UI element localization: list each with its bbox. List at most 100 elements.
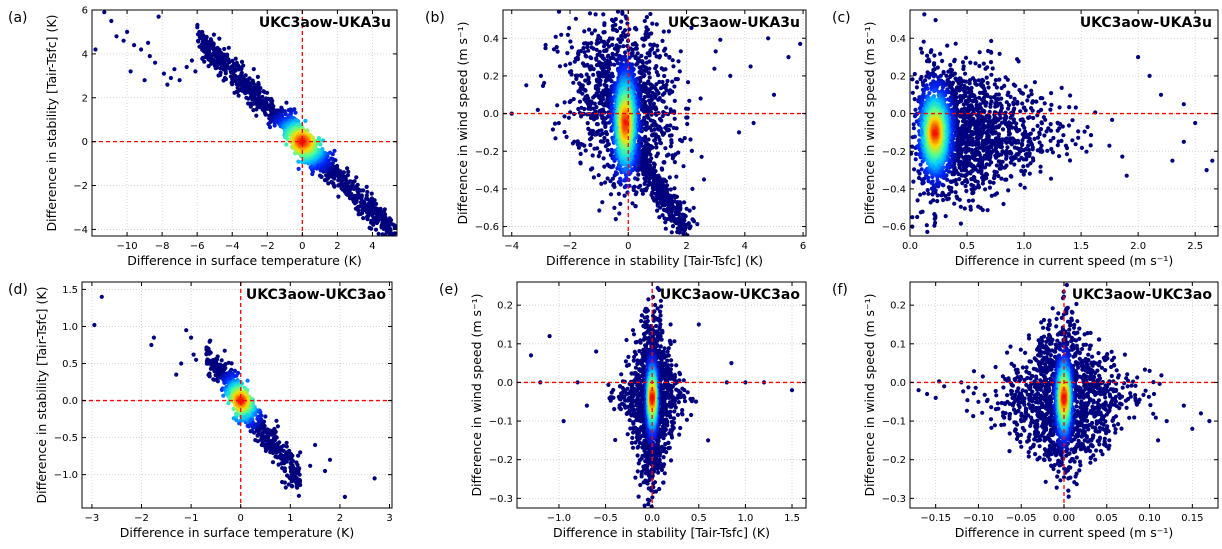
scatter-point [682, 136, 687, 141]
x-tick-label: −8 [155, 241, 170, 252]
scatter-point [326, 181, 331, 186]
scatter-point [354, 199, 359, 204]
scatter-point [198, 35, 203, 41]
y-tick-label: 6 [82, 6, 88, 17]
scatter-point [373, 227, 379, 232]
scatter-point [677, 220, 682, 225]
y-tick-label: 4 [82, 49, 88, 60]
scatter-point [685, 115, 690, 120]
x-tick-label: −2 [260, 241, 275, 252]
scatter-point [611, 52, 616, 57]
scatter-point [684, 206, 689, 211]
scatter-point [674, 174, 679, 179]
scatter-point [592, 101, 597, 106]
scatter-point [663, 197, 668, 202]
scatter-point [611, 163, 616, 168]
scatter-point [575, 73, 580, 78]
scatter-point [921, 191, 927, 196]
plot-frame [91, 9, 398, 237]
scatter-point [912, 167, 917, 172]
scatter-point [1018, 146, 1024, 151]
scatter-point [600, 200, 605, 205]
scatter-point [614, 28, 620, 34]
scatter-point [1023, 108, 1028, 113]
scatter-point [588, 99, 594, 104]
scatter-points [93, 10, 397, 236]
scatter-point [583, 88, 588, 93]
scatter-point [336, 194, 341, 199]
scatter-point [1004, 100, 1009, 105]
scatter-point [93, 47, 98, 52]
scatter-point [600, 93, 605, 98]
scatter-point [640, 99, 646, 104]
scatter-point [597, 208, 602, 213]
scatter-point [1045, 148, 1050, 153]
scatter-point [153, 60, 158, 65]
scatter-point [652, 127, 657, 132]
scatter-point [648, 94, 653, 99]
y-tick-label: 0.4 [483, 34, 499, 45]
scatter-point [604, 100, 609, 105]
scatter-point [195, 25, 200, 30]
scatter-point [673, 77, 678, 82]
scatter-point [644, 55, 649, 60]
scatter-point [999, 152, 1004, 157]
scatter-point [251, 108, 256, 113]
scatter-point [658, 86, 664, 91]
scatter-point [690, 217, 695, 222]
scatter-point [1030, 147, 1035, 152]
scatter-point [918, 46, 924, 51]
scatter-point [147, 54, 152, 59]
scatter-point [1035, 135, 1041, 140]
scatter-point [988, 60, 994, 65]
scatter-point [262, 109, 267, 114]
scatter-point [231, 71, 236, 76]
scatter-point [571, 97, 576, 102]
scatter-point [649, 31, 654, 36]
scatter-point [657, 96, 662, 101]
scatter-point [675, 226, 680, 231]
scatter-point [678, 49, 683, 54]
scatter-point [603, 124, 608, 129]
scatter-point [599, 65, 604, 70]
scatter-point [263, 112, 268, 117]
scatter-point [330, 181, 335, 186]
scatter-point [601, 12, 606, 17]
scatter-point [1012, 145, 1018, 150]
scatter-point [254, 101, 259, 106]
scatter-point [990, 66, 995, 71]
scatter-point [572, 59, 577, 64]
scatter-point [669, 138, 674, 143]
scatter-point [670, 79, 675, 84]
scatter-point [598, 100, 604, 105]
scatter-point [583, 148, 588, 153]
scatter-point [1008, 121, 1014, 126]
scatter-point [1022, 185, 1027, 190]
scatter-point [1028, 161, 1033, 166]
scatter-point [646, 98, 652, 103]
scatter-point [1085, 124, 1090, 130]
scatter-point [648, 125, 653, 130]
scatter-point [682, 215, 687, 220]
scatter-point [630, 167, 635, 172]
scatter-point [581, 46, 586, 51]
scatter-point [645, 162, 650, 167]
scatter-point [1063, 143, 1069, 148]
scatter-point [985, 80, 990, 86]
scatter-point [595, 77, 601, 82]
scatter-point [1064, 152, 1070, 157]
scatter-point [1049, 91, 1054, 96]
scatter-point [330, 174, 335, 179]
scatter-point [953, 190, 958, 195]
scatter-point [612, 62, 617, 67]
scatter-point [218, 58, 223, 63]
scatter-point [674, 126, 679, 131]
scatter-point [633, 176, 638, 181]
scatter-point [575, 57, 581, 62]
scatter-point [663, 220, 668, 225]
scatter-point [219, 62, 224, 67]
scatter-point [661, 29, 666, 34]
scatter-point [653, 191, 658, 196]
scatter-point [1018, 109, 1023, 114]
scatter-point [347, 196, 352, 201]
